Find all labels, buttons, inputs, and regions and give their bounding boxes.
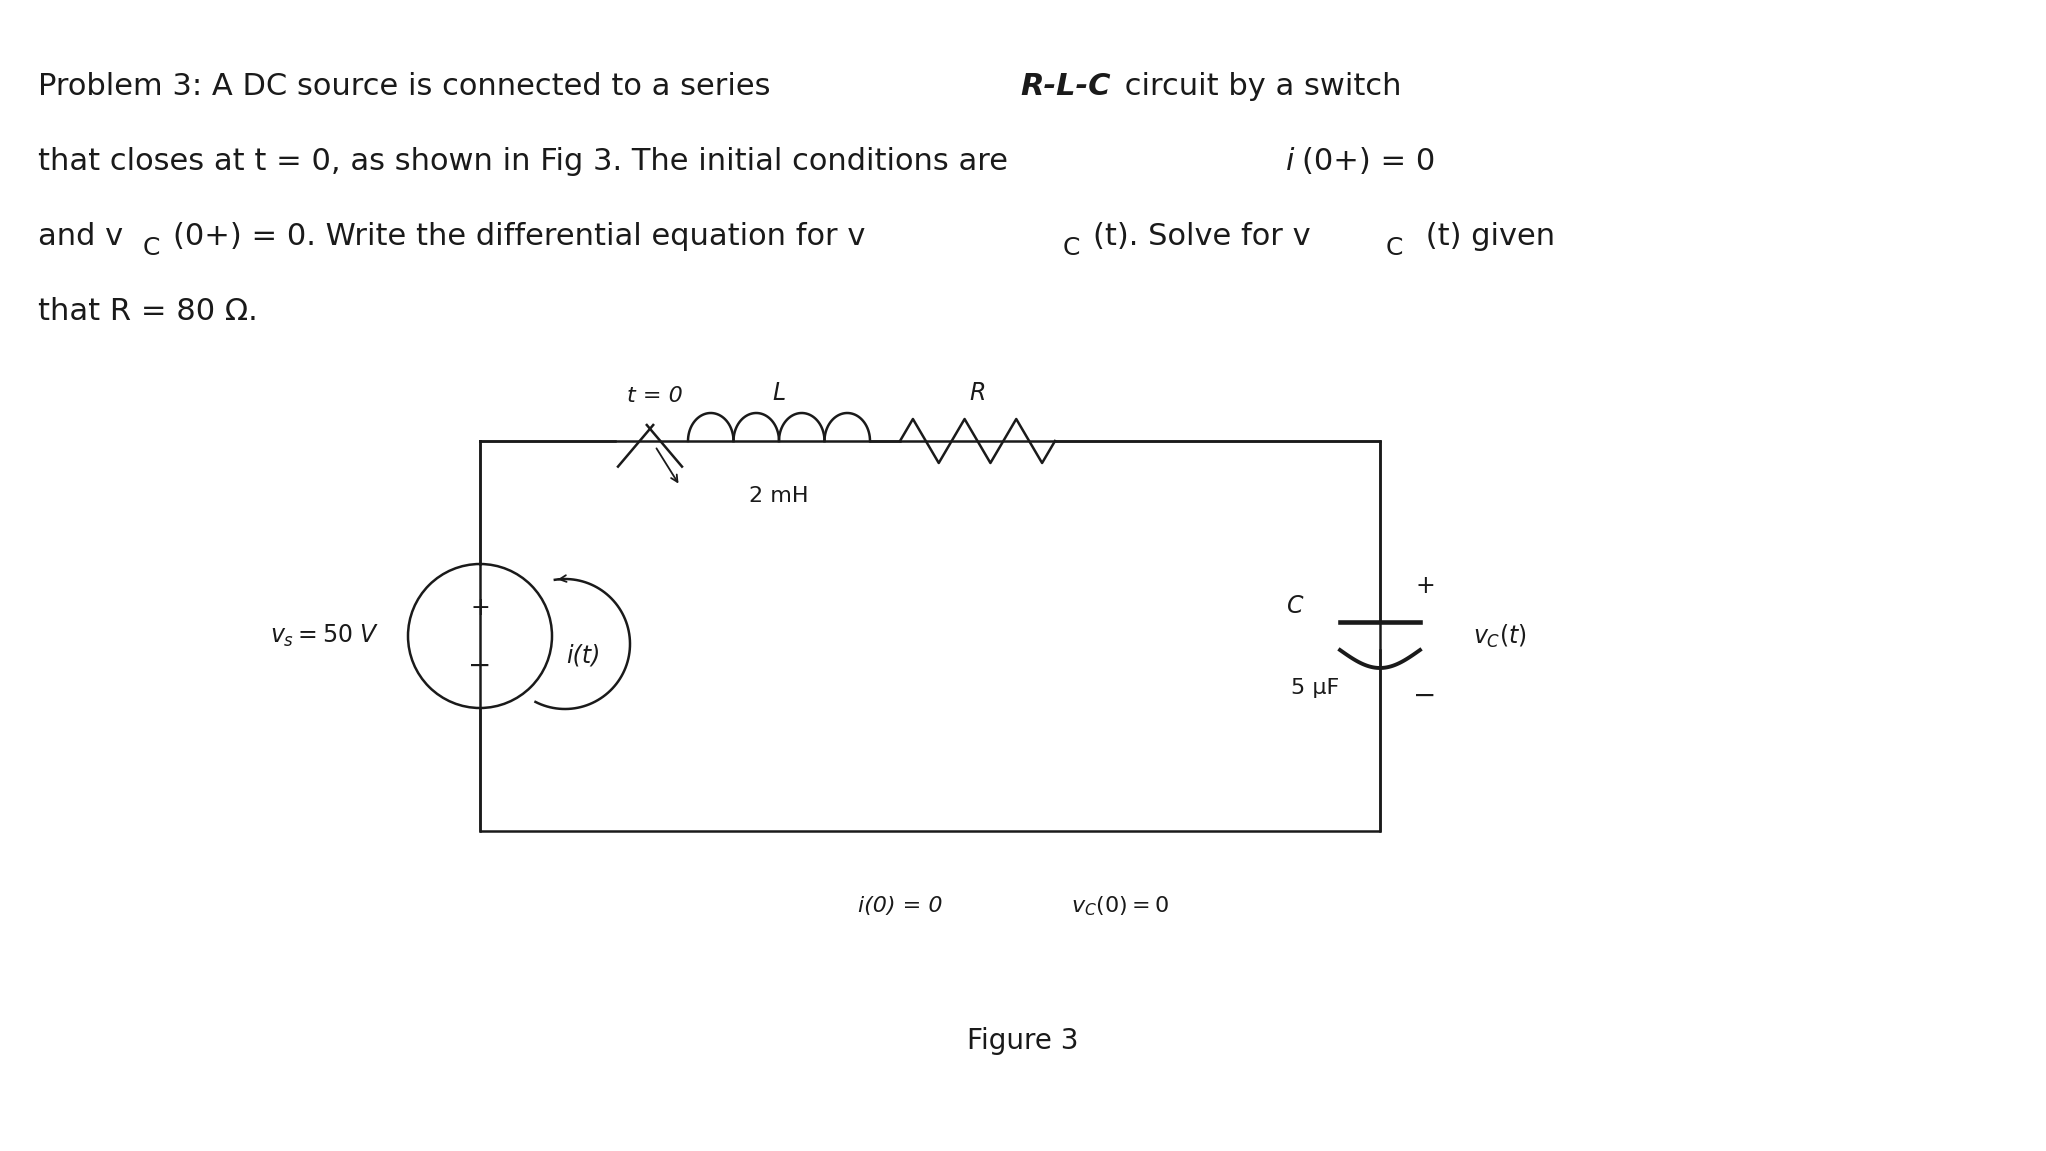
Text: R: R [970,381,986,405]
Text: Problem 3: A DC source is connected to a series: Problem 3: A DC source is connected to a… [39,71,780,100]
Text: C: C [1385,236,1404,260]
Text: that R = 80 Ω.: that R = 80 Ω. [39,297,258,326]
Text: $v_s = 50$ V: $v_s = 50$ V [270,623,381,649]
Text: R-L-C: R-L-C [1021,71,1111,100]
Text: −: − [1414,683,1436,710]
Text: (0+) = 0: (0+) = 0 [1301,146,1434,175]
Text: C: C [1287,594,1303,618]
Text: −: − [469,651,491,680]
Text: and v: and v [39,221,123,251]
Text: i(0) = 0: i(0) = 0 [857,895,943,916]
Text: +: + [1416,574,1434,599]
Text: 2 mH: 2 mH [749,486,808,506]
Text: (0+) = 0. Write the differential equation for v: (0+) = 0. Write the differential equatio… [174,221,865,251]
Text: 5 μF: 5 μF [1291,678,1340,698]
Text: circuit by a switch: circuit by a switch [1115,71,1402,100]
Text: i: i [1287,146,1295,175]
Text: (t). Solve for v: (t). Solve for v [1093,221,1311,251]
Text: Figure 3: Figure 3 [968,1027,1078,1055]
Text: (t) given: (t) given [1416,221,1555,251]
Text: that closes at t = 0, as shown in Fig 3. The initial conditions are: that closes at t = 0, as shown in Fig 3.… [39,146,1017,175]
Text: $v_C(0) = 0$: $v_C(0) = 0$ [1070,894,1168,917]
Text: +: + [471,596,489,620]
Text: C: C [1064,236,1080,260]
Text: C: C [143,236,160,260]
Text: $v_C(t)$: $v_C(t)$ [1473,623,1526,649]
Text: L: L [773,381,786,405]
Text: i(t): i(t) [567,645,599,668]
Text: t = 0: t = 0 [628,386,683,406]
